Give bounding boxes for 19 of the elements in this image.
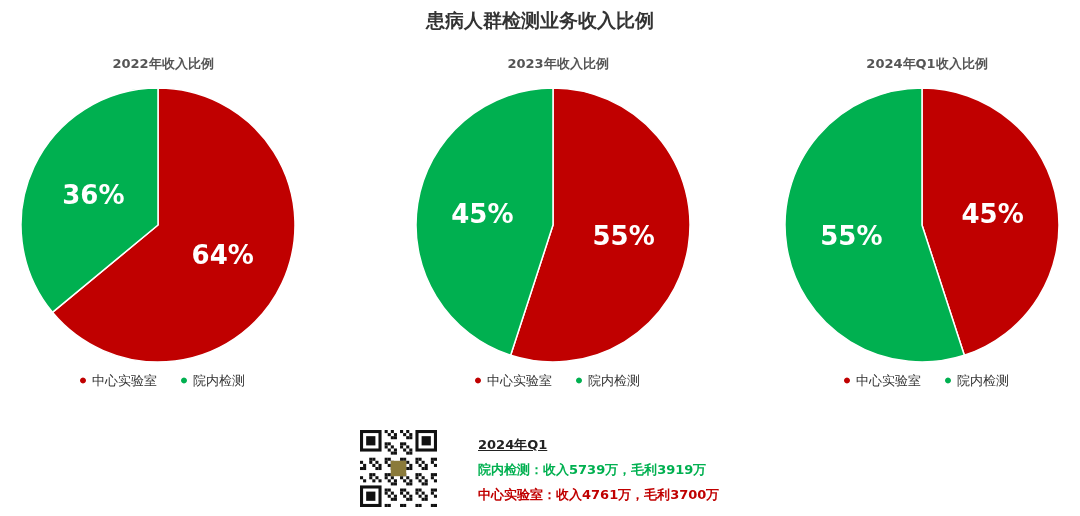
chart-title: 患病人群检测业务收入比例: [424, 8, 655, 33]
legend-label: 院内检测: [588, 373, 640, 388]
data-label: 55%: [820, 221, 883, 252]
legend-label: 院内检测: [957, 373, 1009, 388]
legend-label: 中心实验室: [487, 373, 552, 388]
chart-subtitle: 2022年收入比例: [112, 56, 214, 71]
text: 2024年Q1: [478, 436, 549, 454]
data-label: 64%: [191, 240, 254, 271]
data-label: 45%: [961, 198, 1024, 229]
data-label: 45%: [451, 198, 514, 229]
data-label: 55%: [592, 221, 655, 252]
chart-subtitle: 2023年收入比例: [507, 56, 609, 71]
legend-label: 中心实验室: [92, 373, 157, 388]
data-label: 36%: [62, 179, 125, 210]
chart-subtitle: 2024年Q1收入比例: [866, 56, 988, 71]
text: 中心实验室：收入4761万，毛利3700万: [478, 486, 720, 504]
legend-label: 中心实验室: [856, 373, 921, 388]
legend-label: 院内检测: [193, 373, 245, 388]
text: 院内检测：收入5739万，毛利3919万: [478, 461, 708, 479]
